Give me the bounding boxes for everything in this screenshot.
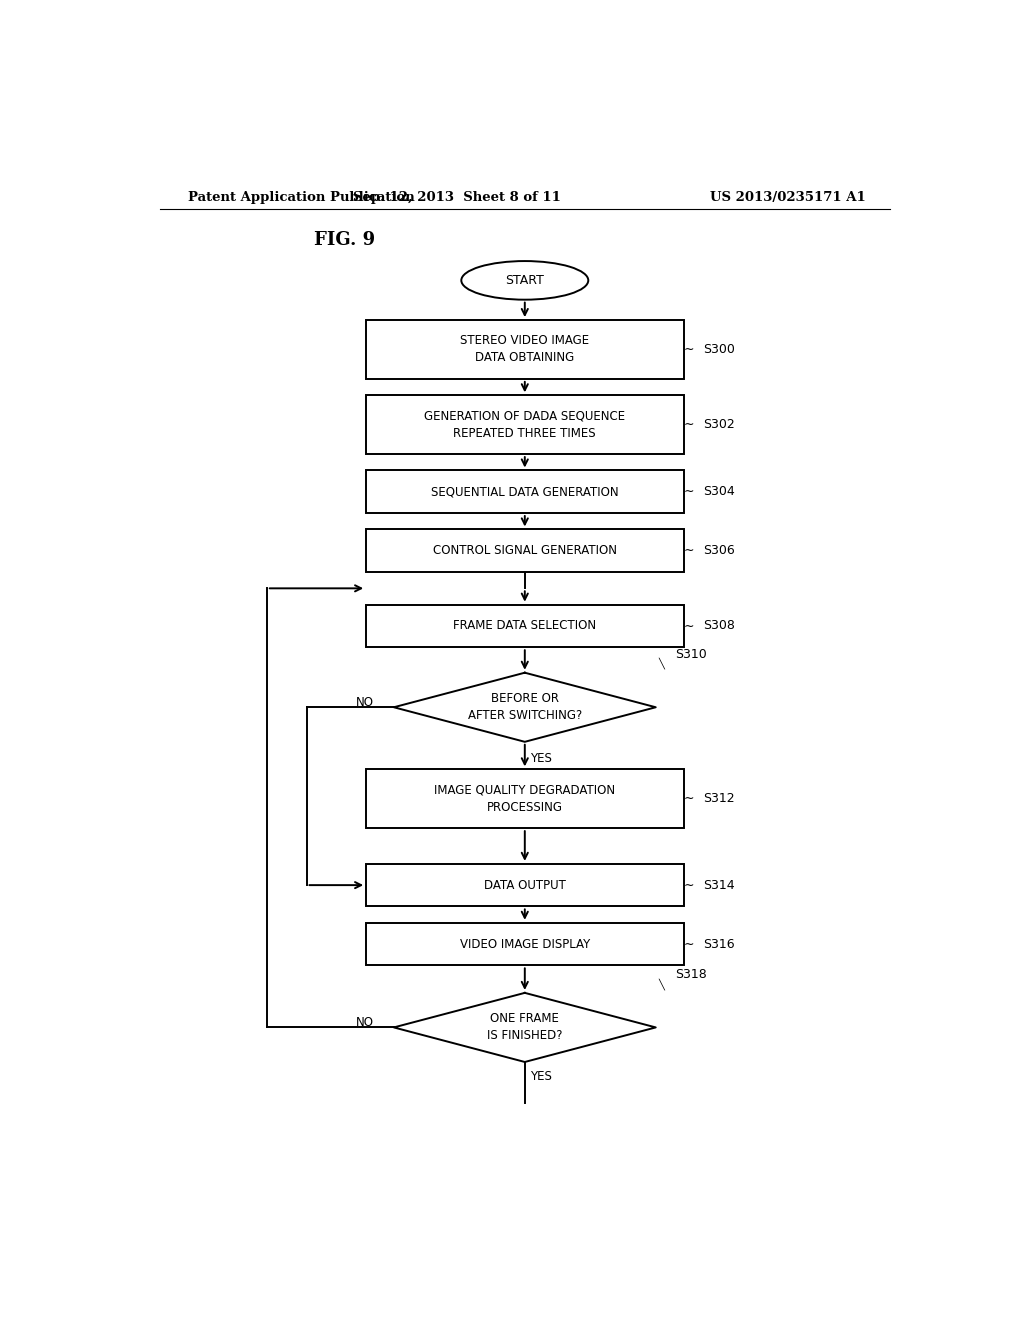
Text: YES: YES	[529, 1071, 552, 1084]
Text: S306: S306	[703, 544, 735, 557]
Polygon shape	[394, 993, 655, 1063]
FancyBboxPatch shape	[367, 605, 684, 647]
FancyBboxPatch shape	[367, 529, 684, 572]
Text: DATA OUTPUT: DATA OUTPUT	[484, 879, 565, 891]
Text: VIDEO IMAGE DISPLAY: VIDEO IMAGE DISPLAY	[460, 937, 590, 950]
Text: S300: S300	[703, 343, 735, 356]
Text: S318: S318	[676, 968, 708, 981]
Text: ∼: ∼	[684, 792, 694, 805]
Text: FRAME DATA SELECTION: FRAME DATA SELECTION	[454, 619, 596, 632]
FancyBboxPatch shape	[367, 923, 684, 965]
Text: BEFORE OR
AFTER SWITCHING?: BEFORE OR AFTER SWITCHING?	[468, 692, 582, 722]
Text: STEREO VIDEO IMAGE
DATA OBTAINING: STEREO VIDEO IMAGE DATA OBTAINING	[460, 334, 590, 364]
Text: S314: S314	[703, 879, 735, 891]
Text: ╲: ╲	[658, 978, 665, 990]
Ellipse shape	[461, 261, 588, 300]
Text: S308: S308	[703, 619, 735, 632]
Text: ∼: ∼	[684, 343, 694, 356]
FancyBboxPatch shape	[367, 395, 684, 454]
FancyBboxPatch shape	[367, 470, 684, 513]
Text: ╲: ╲	[658, 657, 665, 669]
Text: Patent Application Publication: Patent Application Publication	[187, 190, 415, 203]
Text: S316: S316	[703, 937, 735, 950]
Text: US 2013/0235171 A1: US 2013/0235171 A1	[711, 190, 866, 203]
Polygon shape	[394, 673, 655, 742]
FancyBboxPatch shape	[367, 770, 684, 828]
Text: GENERATION OF DADA SEQUENCE
REPEATED THREE TIMES: GENERATION OF DADA SEQUENCE REPEATED THR…	[424, 409, 626, 440]
Text: ∼: ∼	[684, 937, 694, 950]
Text: S302: S302	[703, 418, 735, 432]
Text: S304: S304	[703, 486, 735, 498]
Text: ∼: ∼	[684, 619, 694, 632]
FancyBboxPatch shape	[367, 319, 684, 379]
Text: ∼: ∼	[684, 418, 694, 432]
Text: YES: YES	[529, 752, 552, 766]
Text: START: START	[506, 273, 544, 286]
Text: S310: S310	[676, 648, 708, 660]
Text: ONE FRAME
IS FINISHED?: ONE FRAME IS FINISHED?	[487, 1012, 562, 1043]
Text: SEQUENTIAL DATA GENERATION: SEQUENTIAL DATA GENERATION	[431, 486, 618, 498]
Text: CONTROL SIGNAL GENERATION: CONTROL SIGNAL GENERATION	[433, 544, 616, 557]
Text: NO: NO	[356, 696, 374, 709]
Text: IMAGE QUALITY DEGRADATION
PROCESSING: IMAGE QUALITY DEGRADATION PROCESSING	[434, 784, 615, 813]
Text: ∼: ∼	[684, 879, 694, 891]
Text: FIG. 9: FIG. 9	[314, 231, 376, 248]
Text: ∼: ∼	[684, 544, 694, 557]
Text: Sep. 12, 2013  Sheet 8 of 11: Sep. 12, 2013 Sheet 8 of 11	[353, 190, 561, 203]
Text: ∼: ∼	[684, 486, 694, 498]
FancyBboxPatch shape	[367, 863, 684, 907]
Text: NO: NO	[356, 1016, 374, 1028]
Text: S312: S312	[703, 792, 735, 805]
